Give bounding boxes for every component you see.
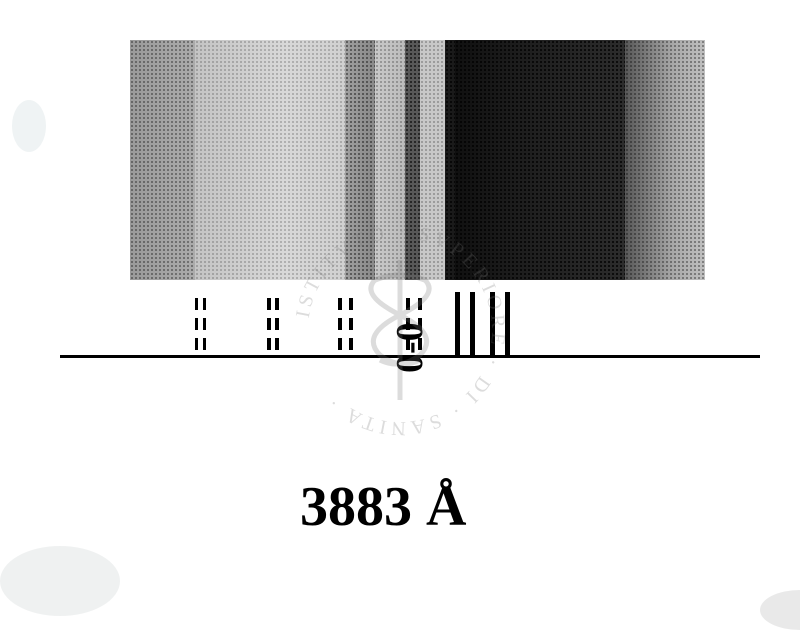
tick-dashed [338, 318, 342, 330]
tick-dashed [349, 318, 353, 330]
smudge [0, 546, 120, 616]
halftone-overlay [405, 40, 420, 280]
tick-dashed [203, 298, 206, 310]
tick-dashed [418, 298, 422, 310]
halftone-overlay [130, 40, 195, 280]
smudge [12, 100, 46, 152]
halftone-overlay [455, 40, 625, 280]
halftone-overlay [195, 40, 345, 280]
tick-dashed [338, 338, 342, 350]
halftone-overlay [625, 40, 705, 280]
tick-dashed [195, 318, 198, 330]
tick-dashed [267, 318, 271, 330]
halftone-overlay [445, 40, 455, 280]
tick-solid [490, 292, 495, 355]
tick-dashed [195, 338, 198, 350]
halftone-overlay [420, 40, 445, 280]
smudge [760, 590, 800, 630]
tick-dashed [275, 318, 279, 330]
tick-dashed [275, 298, 279, 310]
halftone-overlay [345, 40, 375, 280]
tick-solid [505, 292, 510, 355]
spectrum-band [130, 40, 705, 280]
tick-dashed [267, 338, 271, 350]
tick-dashed [338, 298, 342, 310]
tick-dashed [203, 318, 206, 330]
tick-dashed [195, 298, 198, 310]
band-origin-label: 0-0 [388, 322, 432, 373]
wavelength-caption: 3883 Å [300, 475, 466, 539]
tick-dashed [349, 298, 353, 310]
halftone-overlay [375, 40, 405, 280]
tick-solid [455, 292, 460, 355]
tick-dashed [267, 298, 271, 310]
tick-solid [470, 292, 475, 355]
tick-dashed [275, 338, 279, 350]
tick-dashed [203, 338, 206, 350]
tick-dashed [349, 338, 353, 350]
tick-dashed [406, 298, 410, 310]
